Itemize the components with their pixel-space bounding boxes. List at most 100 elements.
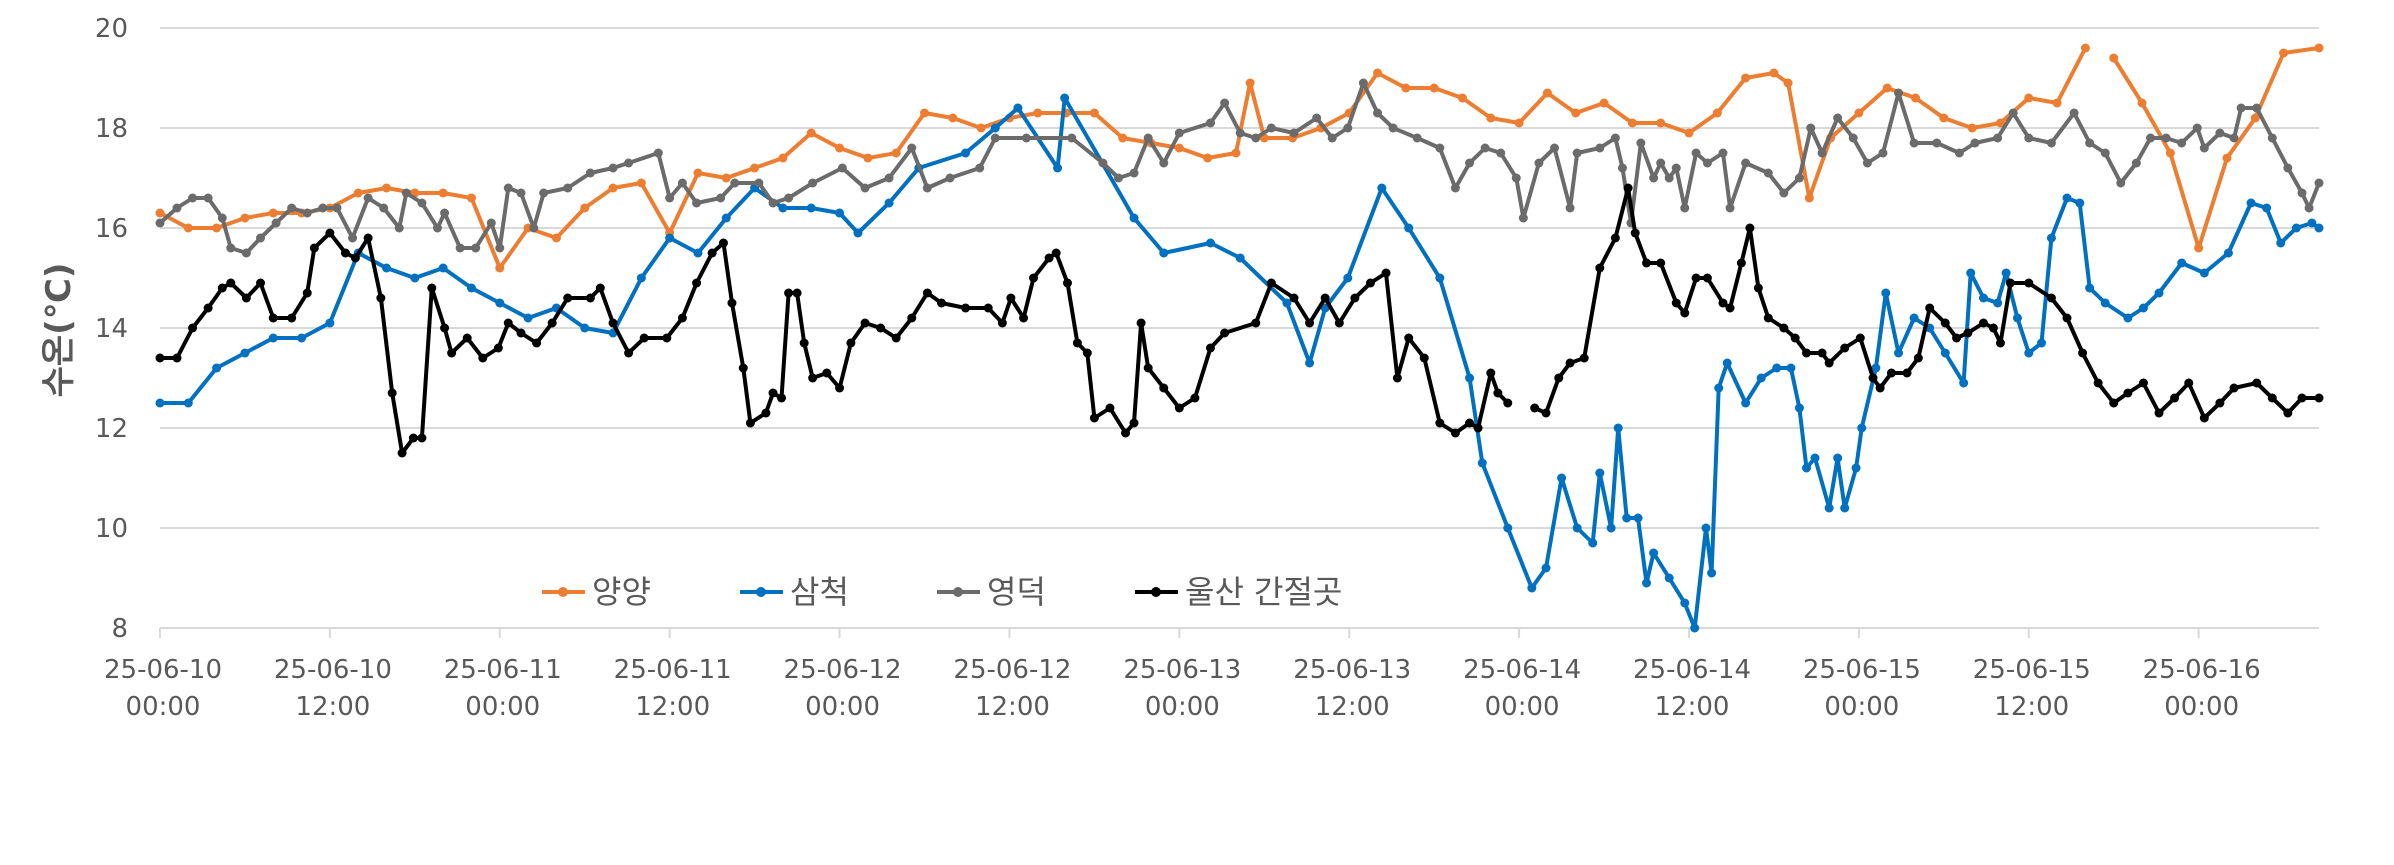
- data-point: [1878, 148, 1888, 158]
- x-tick-date: 25-06-14: [1463, 655, 1581, 685]
- data-point: [376, 293, 386, 303]
- data-point: [256, 278, 266, 288]
- data-point: [1810, 453, 1820, 463]
- data-point: [268, 333, 278, 343]
- data-point: [2236, 103, 2246, 113]
- data-point: [1707, 568, 1717, 578]
- data-point: [1952, 333, 1962, 343]
- data-point: [212, 363, 222, 373]
- legend: 양양 삼척 영덕 울산 간절곳: [542, 573, 1342, 611]
- data-point: [1875, 383, 1885, 393]
- legend-marker-icon: [558, 587, 568, 597]
- data-point: [348, 233, 358, 243]
- data-point: [1457, 93, 1467, 103]
- data-point: [462, 333, 472, 343]
- data-point: [1072, 338, 1082, 348]
- data-point: [1143, 133, 1153, 143]
- data-point: [1392, 373, 1402, 383]
- data-point: [1940, 318, 1950, 328]
- series-line: [160, 96, 2321, 630]
- data-point: [721, 213, 731, 223]
- data-point: [1496, 148, 1506, 158]
- data-point: [2005, 278, 2015, 288]
- data-point: [891, 148, 901, 158]
- data-point: [2199, 268, 2209, 278]
- data-point: [2131, 158, 2141, 168]
- data-point: [2229, 383, 2239, 393]
- x-tick-time: 12:00: [975, 692, 1050, 722]
- data-point: [1450, 183, 1460, 193]
- data-point: [2062, 193, 2072, 203]
- data-point: [1174, 128, 1184, 138]
- x-tick-time: 00:00: [1824, 692, 1899, 722]
- data-point: [1098, 158, 1108, 168]
- data-point: [1327, 133, 1337, 143]
- data-point: [1541, 563, 1551, 573]
- data-point: [1802, 348, 1812, 358]
- x-tick-date: 25-06-11: [444, 655, 562, 685]
- data-point: [1388, 123, 1398, 133]
- data-point: [1051, 248, 1061, 258]
- data-point: [1373, 68, 1383, 78]
- data-point: [1680, 598, 1690, 608]
- data-point: [1779, 188, 1789, 198]
- data-point: [1680, 203, 1690, 213]
- data-point: [302, 288, 312, 298]
- data-point: [155, 208, 165, 218]
- data-point: [183, 398, 193, 408]
- data-point: [1756, 373, 1766, 383]
- data-point: [707, 248, 717, 258]
- data-point: [662, 333, 672, 343]
- data-point: [2062, 313, 2072, 323]
- data-point: [1289, 128, 1299, 138]
- data-point: [256, 233, 266, 243]
- data-point: [730, 178, 740, 188]
- data-point: [1855, 333, 1865, 343]
- data-point: [1925, 303, 1935, 313]
- data-point: [2192, 123, 2202, 133]
- data-point: [727, 298, 737, 308]
- data-point: [716, 193, 726, 203]
- x-tick-time: 00:00: [1145, 692, 1220, 722]
- data-point: [863, 153, 873, 163]
- data-point: [325, 228, 335, 238]
- data-point: [1404, 333, 1414, 343]
- data-point: [2314, 393, 2324, 403]
- data-point: [997, 318, 1007, 328]
- data-point: [2215, 128, 2225, 138]
- data-point: [1089, 413, 1099, 423]
- data-point: [1235, 128, 1245, 138]
- data-point: [447, 348, 457, 358]
- data-point: [2024, 348, 2034, 358]
- data-point: [1932, 138, 1942, 148]
- data-point: [1251, 133, 1261, 143]
- data-point: [2314, 223, 2324, 233]
- data-point: [1633, 513, 1643, 523]
- data-point: [1881, 288, 1891, 298]
- data-point: [1649, 173, 1659, 183]
- data-point: [212, 223, 222, 233]
- data-point: [382, 263, 392, 273]
- data-point: [417, 433, 427, 443]
- data-point: [2297, 393, 2307, 403]
- data-point: [1565, 203, 1575, 213]
- data-point: [853, 228, 863, 238]
- data-point: [563, 293, 573, 303]
- data-point: [1725, 203, 1735, 213]
- data-point: [1702, 158, 1712, 168]
- data-point: [1450, 428, 1460, 438]
- data-point: [1343, 123, 1353, 133]
- data-point: [2267, 133, 2277, 143]
- data-point: [1205, 238, 1215, 248]
- data-point: [2075, 198, 2085, 208]
- data-point: [217, 283, 227, 293]
- data-point: [1617, 163, 1627, 173]
- data-point: [835, 208, 845, 218]
- data-point: [318, 203, 328, 213]
- data-point: [1205, 118, 1215, 128]
- data-point: [580, 203, 590, 213]
- data-point: [532, 338, 542, 348]
- data-point: [778, 153, 788, 163]
- data-point: [585, 293, 595, 303]
